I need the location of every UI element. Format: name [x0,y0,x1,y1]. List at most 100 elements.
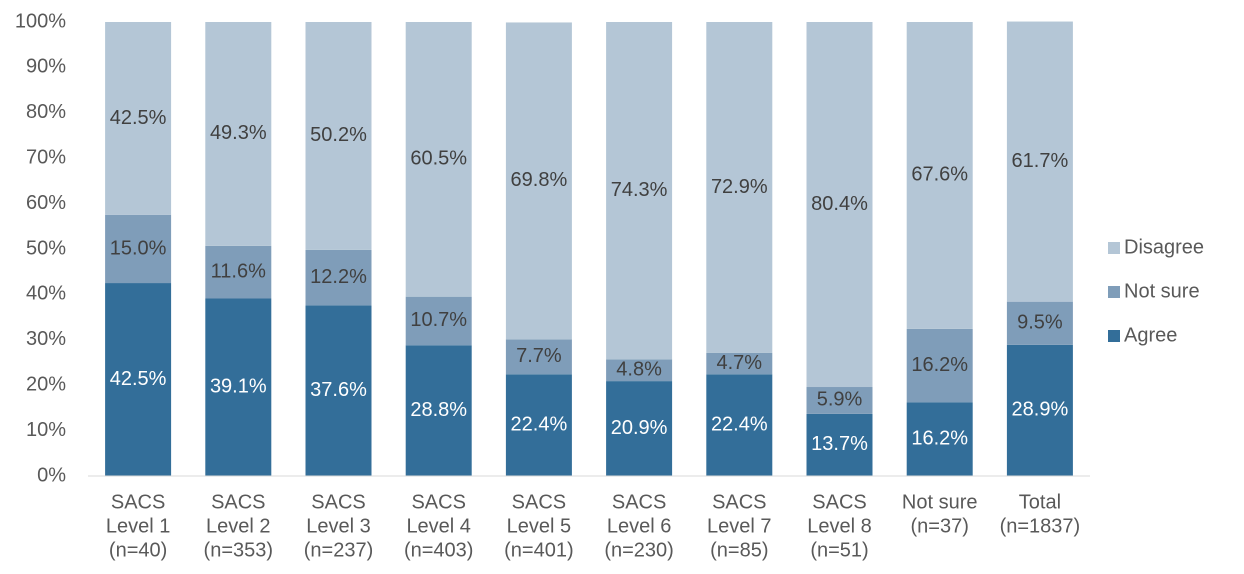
x-tick-label: (n=85) [710,539,768,561]
x-tick-label: (n=37) [911,515,969,537]
data-label: 49.3% [210,122,267,144]
data-label: 22.4% [711,413,768,435]
bar-segment [305,22,372,250]
legend-swatch [1108,242,1120,254]
y-tick-label: 30% [26,328,66,350]
data-label: 20.9% [611,417,668,439]
bar-segment [1006,21,1073,302]
data-label: 9.5% [1017,312,1063,334]
data-label: 61.7% [1012,150,1069,172]
data-label: 13.7% [811,433,868,455]
x-tick-label: SACS [712,491,766,513]
x-tick-label: SACS [111,491,165,513]
bar-segment [205,298,272,476]
legend-swatch [1108,286,1120,298]
x-tick-label: (n=401) [504,539,574,561]
x-tick-label: Total [1019,491,1061,513]
y-tick-label: 0% [37,464,66,486]
x-tick-label: SACS [211,491,265,513]
x-tick-label: Level 4 [406,515,471,537]
y-tick-label: 50% [26,237,66,259]
legend-label: Not sure [1124,280,1200,302]
bar-segment [606,381,673,476]
x-tick-label: (n=403) [404,539,474,561]
bar-segment [305,249,372,306]
data-label: 4.8% [616,358,662,380]
data-label: 28.9% [1012,399,1069,421]
bar-segment [405,345,472,476]
bar-segment [606,22,673,360]
bar-segment [806,387,873,414]
x-tick-label: Level 8 [807,515,872,537]
x-tick-label: (n=353) [204,539,274,561]
data-label: 39.1% [210,376,267,398]
legend-label: Agree [1124,324,1177,346]
data-label: 50.2% [310,124,367,146]
bar-segment [606,359,673,382]
legend-label: Disagree [1124,236,1204,258]
bar-segment [706,352,773,375]
data-label: 22.4% [511,413,568,435]
bar-segment [405,22,472,297]
data-label: 5.9% [817,389,863,411]
data-label: 42.5% [110,368,167,390]
data-label: 11.6% [211,260,266,282]
bar-segment [706,374,773,476]
bar-segment [505,339,572,375]
y-tick-label: 20% [26,373,66,395]
bar-segment [505,22,572,340]
bar-segment [1006,344,1073,476]
x-tick-label: Level 6 [607,515,672,537]
bar-segment [205,245,272,299]
y-tick-label: 40% [26,283,66,305]
data-label: 12.2% [310,266,367,288]
data-label: 37.6% [310,379,367,401]
data-label: 67.6% [911,164,968,186]
y-tick-label: 90% [26,56,66,78]
y-tick-label: 80% [26,101,66,123]
bar-segment [906,328,973,403]
x-tick-label: SACS [411,491,465,513]
bar-segment [105,214,172,284]
bar-segment [906,402,973,476]
bar-segment [706,22,773,353]
x-tick-label: Level 1 [106,515,171,537]
data-label: 69.8% [511,169,568,191]
bar-segment [305,305,372,476]
x-tick-label: SACS [612,491,666,513]
bar-segment [1006,301,1073,345]
y-tick-label: 100% [15,10,66,32]
x-tick-label: (n=237) [304,539,374,561]
bar-segment [505,374,572,476]
x-tick-label: SACS [512,491,566,513]
x-tick-label: (n=1837) [1000,515,1081,537]
x-tick-label: Level 2 [206,515,271,537]
x-tick-label: Level 5 [507,515,572,537]
data-label: 16.2% [911,354,968,376]
bar-segment [906,22,973,329]
data-label: 15.0% [110,237,167,259]
x-tick-label: Not sure [902,491,978,513]
y-tick-label: 70% [26,146,66,168]
data-label: 60.5% [410,148,467,170]
bar-segment [806,413,873,476]
data-label: 72.9% [711,176,768,198]
data-label: 16.2% [911,428,968,450]
x-tick-label: SACS [812,491,866,513]
bar-segment [806,22,873,388]
y-tick-label: 10% [26,419,66,441]
bar-segment [105,22,172,215]
data-label: 74.3% [611,179,668,201]
data-label: 4.7% [717,352,763,374]
x-tick-label: Level 3 [306,515,371,537]
x-tick-label: (n=230) [604,539,674,561]
bar-segment [405,296,472,346]
data-label: 42.5% [110,107,167,129]
data-label: 80.4% [811,193,868,215]
data-label: 10.7% [410,309,467,331]
x-tick-label: SACS [311,491,365,513]
x-tick-label: (n=51) [810,539,868,561]
bar-segment [205,22,272,246]
bar-segment [105,283,172,476]
